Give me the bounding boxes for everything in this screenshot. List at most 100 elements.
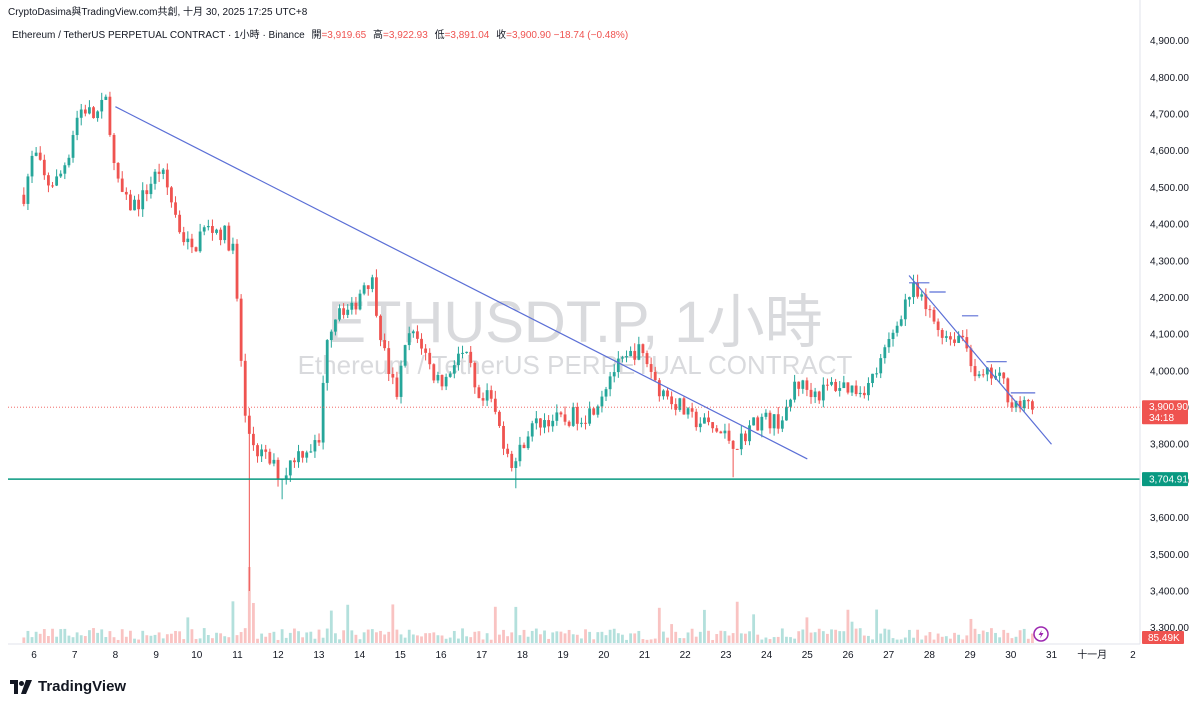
volume-bar	[780, 628, 784, 643]
volume-bar	[375, 632, 378, 643]
candle-body	[518, 444, 522, 462]
candle-body	[391, 374, 395, 378]
countdown-label: 34:18	[1149, 413, 1174, 424]
volume-bar	[284, 637, 288, 643]
candle-body	[264, 449, 268, 452]
candle-body	[354, 302, 358, 310]
price-tick: 3,800.00	[1150, 440, 1189, 451]
candle-body	[256, 445, 259, 457]
volume-bar	[936, 633, 940, 643]
volume-bar	[575, 634, 579, 643]
volume-bar	[391, 604, 395, 643]
volume-bar	[399, 634, 403, 643]
time-axis[interactable]: 6 7 8 9 10 11 12 13 14 15 16 17 18 19 20 21 22 23 24 25 26 27…	[31, 648, 1136, 661]
low-label: 低	[434, 30, 445, 41]
candle-body	[920, 294, 924, 297]
candle-body	[42, 159, 46, 176]
candle-body	[739, 433, 743, 450]
candle-body	[493, 398, 497, 412]
candle-body	[47, 175, 50, 186]
volume-bar	[571, 634, 575, 643]
volume-bar	[727, 635, 731, 643]
volume-bar	[698, 631, 702, 643]
candle-body	[842, 382, 846, 389]
candle-body	[883, 347, 887, 359]
volume-bar	[334, 633, 337, 643]
volume-bar	[657, 607, 661, 643]
volume-bar	[817, 628, 821, 643]
volume-bar	[518, 635, 522, 643]
close-label: 收	[496, 30, 507, 41]
tradingview-logo[interactable]: TradingView	[10, 678, 126, 695]
volume-bar	[981, 630, 985, 643]
candle-body	[551, 420, 555, 427]
volume-bar	[731, 633, 735, 643]
volume-bar	[272, 631, 276, 643]
candle-body	[563, 414, 567, 422]
symbol-legend[interactable]: Ethereum / TetherUS PERPETUAL CONTRACT ·…	[12, 26, 628, 41]
candle-body	[96, 111, 100, 119]
volume-bar	[809, 632, 813, 643]
candle-body	[977, 374, 981, 377]
candle-body	[703, 417, 706, 424]
candle-body	[801, 380, 805, 389]
volume-bar	[457, 638, 460, 643]
candle-body	[350, 302, 354, 310]
candle-body	[1018, 400, 1022, 409]
volume-bar	[637, 630, 641, 643]
time-tick: 26	[842, 650, 854, 661]
candle-body	[313, 440, 317, 452]
candle-body	[871, 373, 874, 384]
candle-body	[206, 226, 210, 228]
candle-body	[965, 337, 969, 349]
candle-body	[194, 247, 198, 252]
time-tick: 19	[558, 650, 570, 661]
candle-body	[596, 406, 600, 415]
candle-body	[83, 109, 87, 114]
lightning-icon[interactable]	[1033, 626, 1049, 642]
volume-bar	[891, 638, 895, 643]
candle-body	[284, 475, 288, 479]
candle-body	[215, 229, 218, 233]
drawings[interactable]	[8, 106, 1140, 480]
volume-bar	[174, 630, 177, 643]
watermark-line2: Ethereum / TetherUS PERPETUAL CONTRACT	[298, 350, 853, 380]
volume-bar	[600, 631, 604, 643]
candle-body	[108, 96, 112, 135]
candle-body	[334, 319, 337, 332]
volume-bar	[776, 636, 780, 643]
price-axis[interactable]: 4,900.00 4,800.00 4,700.00 4,600.00 4,500.00…	[1150, 36, 1189, 634]
volume-bar	[252, 602, 255, 643]
candle-body	[559, 412, 563, 415]
volume-bar	[608, 629, 612, 643]
time-tick: 6	[31, 650, 37, 661]
volume-bar	[194, 638, 198, 643]
price-tick: 3,500.00	[1150, 550, 1189, 561]
candle-body	[821, 384, 825, 401]
candle-body	[379, 315, 382, 341]
time-tick: 27	[883, 650, 895, 661]
candle-body	[186, 238, 190, 243]
candle-body	[645, 353, 649, 365]
candle-body	[719, 431, 723, 434]
candle-body	[953, 339, 956, 343]
candle-body	[612, 372, 616, 377]
volume-bar	[157, 632, 161, 643]
candle-body	[571, 407, 575, 426]
candle-body	[416, 331, 419, 339]
change-value: −18.74 (−0.48%)	[553, 30, 629, 41]
candle-body	[22, 194, 26, 204]
price-tick: 4,700.00	[1150, 110, 1189, 121]
time-tick: 21	[639, 650, 651, 661]
volume-bar	[448, 637, 452, 643]
candle-body	[38, 152, 42, 160]
candle-body	[649, 364, 653, 372]
volume-bar	[994, 632, 997, 643]
volume-bar	[653, 638, 657, 643]
time-tick: 31	[1046, 650, 1058, 661]
candle-body	[674, 404, 678, 410]
volume-bar	[329, 610, 333, 643]
volume-bar	[604, 635, 608, 643]
time-tick: 7	[72, 650, 78, 661]
